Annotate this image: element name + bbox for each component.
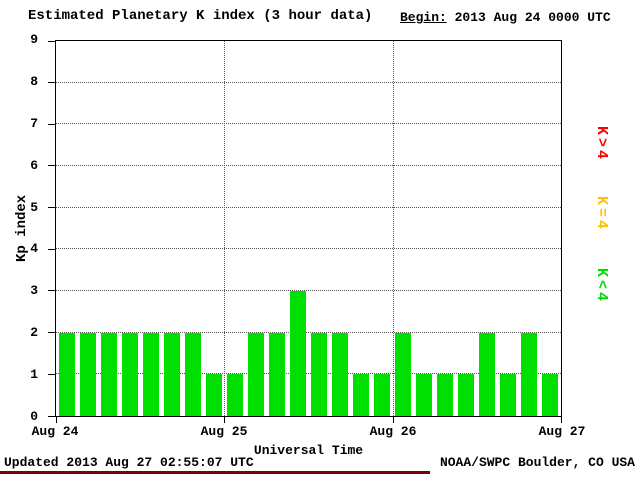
- gridline-horizontal: [56, 123, 561, 125]
- y-tick-label: 1: [30, 367, 38, 383]
- x-tick-label: Aug 25: [200, 424, 248, 439]
- begin-label: Begin:: [400, 10, 447, 25]
- y-tick-label: 2: [30, 325, 38, 341]
- y-tick-label: 9: [30, 32, 38, 47]
- x-tick-label: Aug 24: [31, 424, 79, 439]
- x-tick-label: Aug 27: [538, 424, 586, 439]
- y-axis: 0 1 2 3 4 5 6 7 8 9: [0, 32, 50, 424]
- gridline-vertical: [392, 41, 394, 416]
- y-tick-label: 8: [30, 73, 38, 89]
- kp-bar: [521, 332, 538, 416]
- x-tick: [392, 416, 394, 423]
- y-tick: [48, 207, 56, 209]
- kp-bar: [542, 374, 559, 416]
- kp-bar: [268, 332, 285, 416]
- y-tick: [48, 415, 56, 417]
- y-tick-label: 4: [30, 241, 38, 257]
- source-credit: NOAA/SWPC Boulder, CO USA: [439, 455, 635, 470]
- kp-bar: [458, 374, 475, 416]
- kp-bar: [332, 332, 349, 416]
- gridline-horizontal: [56, 290, 561, 291]
- x-tick: [224, 416, 226, 423]
- kp-bar: [205, 374, 222, 416]
- gridline-horizontal: [56, 165, 561, 166]
- legend-item-k-gt-4: K>4: [593, 126, 610, 163]
- legend-item-k-lt-4: K<4: [593, 268, 610, 305]
- x-tick: [56, 416, 57, 423]
- begin-timestamp: Begin: 2013 Aug 24 0000 UTC: [400, 10, 611, 25]
- y-tick-label: 6: [30, 157, 38, 173]
- kp-bar: [416, 374, 433, 416]
- kp-bar: [226, 374, 243, 416]
- updated-timestamp: Updated 2013 Aug 27 02:55:07 UTC: [4, 455, 254, 470]
- kp-bar: [58, 332, 75, 416]
- y-tick: [48, 332, 56, 334]
- kp-bar: [100, 332, 117, 416]
- chart-title: Estimated Planetary K index (3 hour data…: [28, 8, 373, 24]
- kp-bar: [437, 374, 454, 416]
- kp-bar: [353, 374, 370, 416]
- plot-area: [48, 40, 562, 423]
- gridline-horizontal: [56, 331, 561, 333]
- y-tick-label: 5: [30, 199, 38, 215]
- y-tick: [48, 290, 56, 292]
- y-tick: [48, 123, 56, 125]
- y-tick: [48, 165, 56, 167]
- y-tick-label: 0: [30, 409, 38, 424]
- begin-value: 2013 Aug 24 0000 UTC: [454, 10, 611, 25]
- x-axis-label: Universal Time: [253, 443, 364, 458]
- gridline-horizontal: [56, 206, 561, 208]
- gridline-horizontal: [56, 81, 561, 83]
- kp-bar: [184, 332, 201, 416]
- kp-bar: [142, 332, 159, 416]
- y-tick: [48, 40, 56, 42]
- kp-bar: [479, 332, 496, 416]
- y-tick-label: 7: [30, 115, 38, 131]
- gridline-vertical: [224, 41, 226, 416]
- kp-bar: [374, 374, 391, 416]
- kp-bar: [500, 374, 517, 416]
- y-tick-label: 3: [30, 283, 38, 299]
- kp-bar: [121, 332, 138, 416]
- kp-bar: [247, 332, 264, 416]
- legend-item-k-eq-4: K=4: [593, 196, 610, 233]
- gridline-horizontal: [56, 248, 561, 250]
- footer-divider: [0, 471, 430, 474]
- kp-bar: [289, 291, 306, 416]
- kp-bar: [163, 332, 180, 416]
- x-axis: Aug 24 Aug 25 Aug 26 Aug 27: [32, 424, 586, 440]
- kp-bar: [79, 332, 96, 416]
- kp-bar: [395, 332, 412, 416]
- x-tick: [561, 416, 562, 423]
- y-tick: [48, 248, 56, 250]
- y-tick: [48, 82, 56, 84]
- kp-bar: [311, 332, 328, 416]
- y-tick: [48, 373, 56, 375]
- x-tick-label: Aug 26: [369, 424, 417, 439]
- gridline-horizontal: [56, 373, 561, 375]
